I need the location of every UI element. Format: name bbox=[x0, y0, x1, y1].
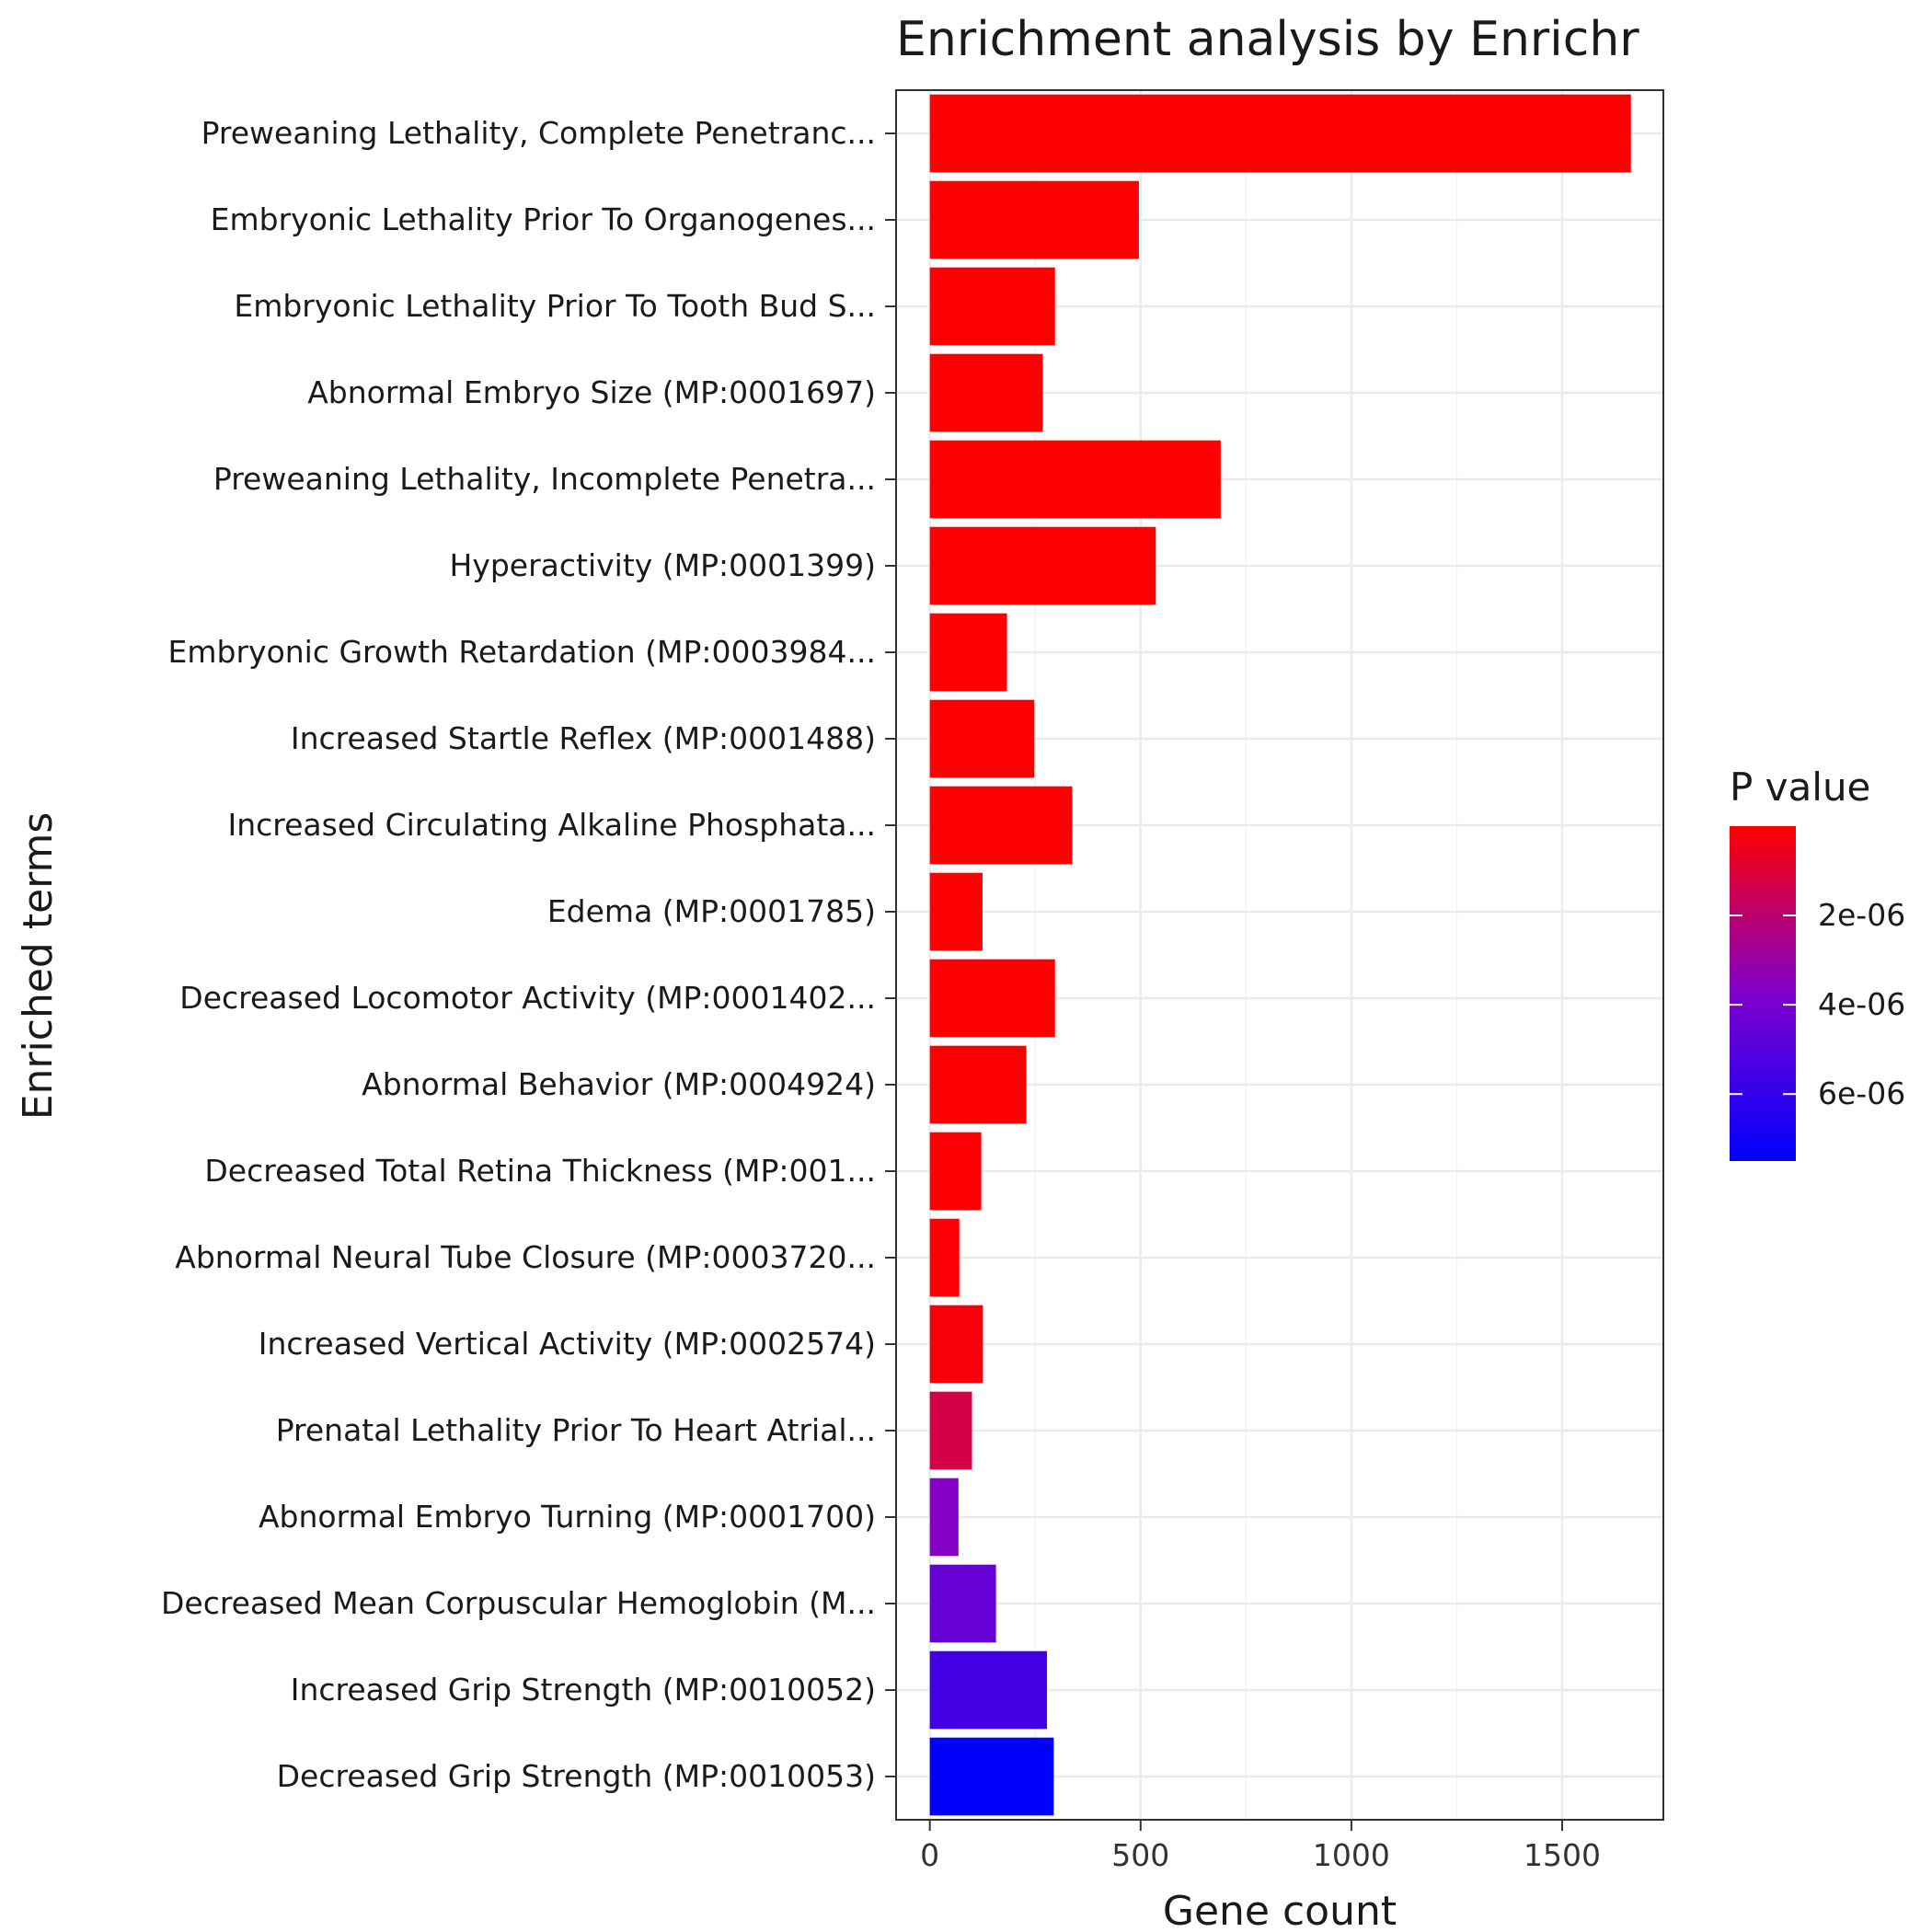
y-axis-title: Enriched terms bbox=[15, 812, 62, 1121]
y-tick-label: Decreased Total Retina Thickness (MP:001… bbox=[204, 1153, 876, 1189]
legend-colorbar bbox=[1730, 826, 1796, 1161]
chart-title: Enrichment analysis by Enrichr bbox=[896, 12, 1639, 67]
bar bbox=[929, 1737, 1054, 1816]
bar bbox=[929, 1650, 1048, 1730]
x-tick-label: 1000 bbox=[1313, 1837, 1390, 1873]
bar bbox=[929, 1391, 972, 1470]
y-tick-label: Increased Vertical Activity (MP:0002574) bbox=[259, 1326, 876, 1362]
x-tick-label: 1500 bbox=[1524, 1837, 1601, 1873]
bar bbox=[929, 613, 1007, 692]
y-tick-label: Embryonic Growth Retardation (MP:0003984… bbox=[168, 634, 876, 670]
y-tick-label: Embryonic Lethality Prior To Organogenes… bbox=[211, 201, 876, 237]
bar bbox=[929, 1218, 960, 1297]
y-tick-label: Abnormal Behavior (MP:0004924) bbox=[362, 1066, 876, 1102]
legend-tick-label: 6e-06 bbox=[1818, 1075, 1905, 1111]
bar bbox=[929, 1564, 996, 1643]
y-tick-label: Hyperactivity (MP:0001399) bbox=[450, 547, 877, 583]
bar bbox=[929, 180, 1139, 259]
legend-title: P value bbox=[1730, 765, 1870, 810]
y-tick-label: Edema (MP:0001785) bbox=[547, 893, 876, 929]
y-tick-label: Prenatal Lethality Prior To Heart Atrial… bbox=[276, 1412, 876, 1448]
bars bbox=[929, 94, 1631, 1816]
legend: P value 2e-06 4e-06 6e-06 bbox=[1730, 765, 1905, 1161]
y-tick-label: Decreased Mean Corpuscular Hemoglobin (M… bbox=[161, 1585, 876, 1621]
bar bbox=[929, 872, 983, 951]
bar bbox=[929, 94, 1631, 173]
y-tick-label: Increased Grip Strength (MP:0010052) bbox=[291, 1672, 876, 1708]
plot-border bbox=[895, 89, 1664, 1821]
legend-ticks: 2e-06 4e-06 6e-06 bbox=[1730, 897, 1905, 1111]
x-tick-label: 500 bbox=[1111, 1837, 1169, 1873]
bar bbox=[929, 1478, 959, 1557]
x-axis-title: Gene count bbox=[1163, 1888, 1397, 1932]
y-tick-label: Preweaning Lethality, Incomplete Penetra… bbox=[213, 461, 876, 497]
plot-panel bbox=[896, 90, 1663, 1820]
y-tick-label: Preweaning Lethality, Complete Penetranc… bbox=[201, 115, 876, 151]
legend-tick-label: 4e-06 bbox=[1818, 986, 1905, 1022]
y-tick-label: Embryonic Lethality Prior To Tooth Bud S… bbox=[234, 288, 876, 324]
x-tick-label: 0 bbox=[920, 1837, 939, 1873]
bar bbox=[929, 353, 1043, 432]
y-tick-label: Abnormal Embryo Turning (MP:0001700) bbox=[259, 1499, 876, 1535]
bar bbox=[929, 1132, 982, 1211]
bar bbox=[929, 699, 1035, 778]
y-tick-label: Abnormal Embryo Size (MP:0001697) bbox=[307, 374, 876, 410]
y-axis: Preweaning Lethality, Complete Penetranc… bbox=[161, 115, 896, 1794]
legend-tick-label: 2e-06 bbox=[1818, 897, 1905, 933]
y-tick-label: Increased Circulating Alkaline Phosphata… bbox=[227, 807, 876, 843]
y-tick-label: Decreased Locomotor Activity (MP:0001402… bbox=[179, 980, 876, 1016]
bar bbox=[929, 1045, 1027, 1124]
y-tick-label: Increased Startle Reflex (MP:0001488) bbox=[291, 720, 876, 756]
bar bbox=[929, 1305, 983, 1384]
y-tick-label: Decreased Grip Strength (MP:0010053) bbox=[277, 1758, 876, 1794]
bar bbox=[929, 440, 1221, 519]
bar bbox=[929, 267, 1055, 346]
bar bbox=[929, 526, 1156, 605]
y-tick-label: Abnormal Neural Tube Closure (MP:0003720… bbox=[175, 1239, 876, 1275]
bar bbox=[929, 786, 1073, 865]
bar bbox=[929, 959, 1055, 1038]
x-axis: 0 500 1000 1500 bbox=[920, 1820, 1601, 1873]
